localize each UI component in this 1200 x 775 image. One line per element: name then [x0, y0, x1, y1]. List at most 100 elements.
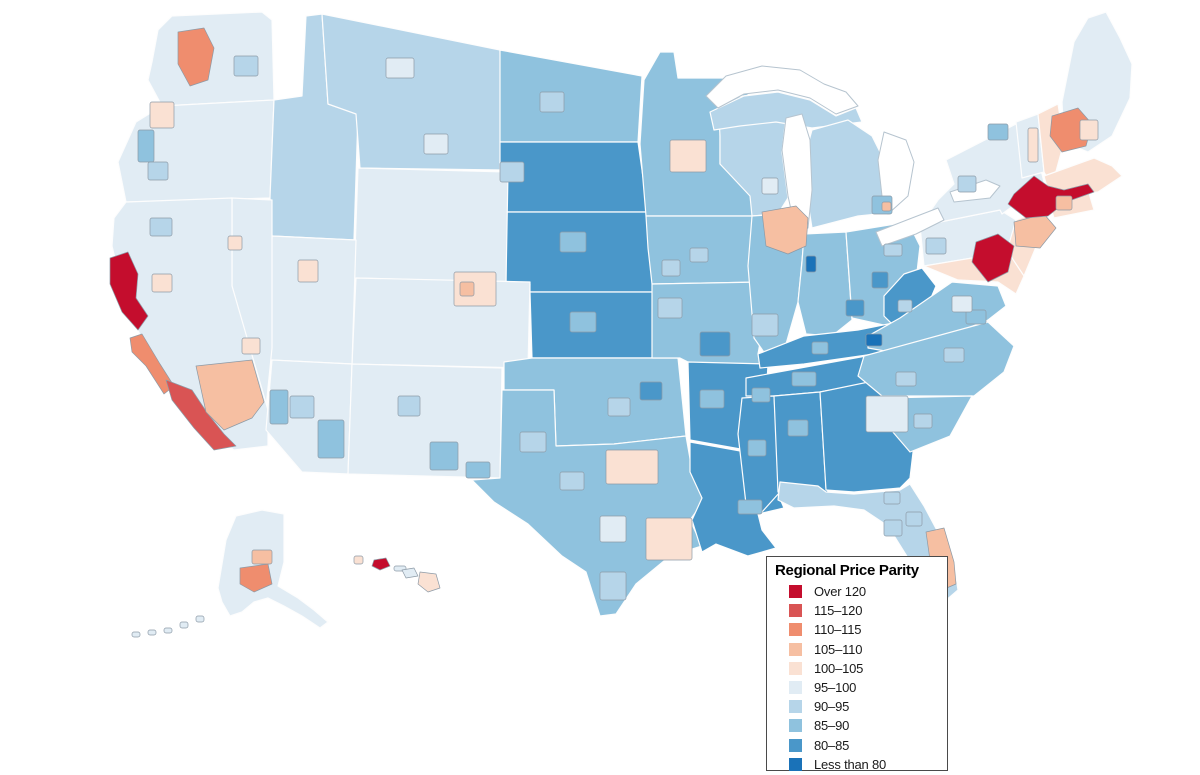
area-south-carolina-patch — [913, 413, 933, 429]
area-tampa — [883, 519, 903, 537]
area-aleutian-2 — [179, 621, 189, 629]
area-atlanta — [865, 395, 909, 433]
legend-item: Less than 80 — [775, 755, 941, 774]
legend-item: 90–95 — [775, 697, 941, 716]
area-aleutian-4 — [147, 629, 157, 636]
area-southern-oregon — [147, 161, 169, 181]
area-denver — [453, 271, 497, 307]
area-kansas-city — [657, 297, 683, 319]
area-inland-empire — [195, 359, 265, 431]
legend-label: 105–110 — [814, 641, 863, 657]
area-eastern-washington — [233, 55, 259, 77]
area-salt-lake-city — [297, 259, 319, 283]
area-vermont-band — [1027, 127, 1039, 163]
area-birmingham — [787, 419, 809, 437]
area-western-ny-patch — [957, 175, 977, 193]
area-willamette-valley — [137, 129, 155, 163]
legend-label: 80–85 — [814, 737, 850, 753]
area-los-angeles-san-diego — [165, 379, 237, 451]
area-houston — [645, 517, 693, 561]
legend-swatch — [789, 700, 802, 714]
legend-label: 85–90 — [814, 718, 850, 734]
area-kansas-patch — [569, 311, 597, 333]
area-montana-patch-1 — [385, 57, 415, 79]
area-west-texas-1 — [519, 431, 547, 453]
legend-title: Regional Price Parity — [775, 562, 919, 579]
area-nebraska-patch — [559, 231, 587, 253]
area-ozarks — [699, 331, 731, 357]
area-hartford — [1055, 195, 1073, 211]
area-boston — [1049, 107, 1093, 153]
area-rapid-city — [499, 161, 525, 183]
legend-swatch — [789, 757, 802, 771]
area-seattle-metro — [177, 27, 215, 87]
state-alaska — [217, 509, 329, 629]
legend-swatch — [789, 585, 802, 599]
state-utah — [269, 235, 357, 365]
area-chicago — [761, 205, 809, 255]
area-east-kentucky-dark — [865, 333, 883, 347]
area-richmond — [951, 295, 973, 313]
area-nashville — [791, 371, 817, 387]
area-st-louis — [751, 313, 779, 337]
area-columbus — [871, 271, 889, 289]
area-phoenix — [289, 395, 315, 419]
legend-swatch — [789, 738, 802, 752]
legend-label: 110–115 — [814, 622, 862, 638]
state-new-mexico — [347, 363, 503, 479]
area-orlando — [905, 511, 923, 527]
area-norfolk — [965, 309, 987, 325]
area-hawaii-island — [417, 571, 441, 593]
area-las-vegas — [241, 337, 261, 355]
area-albuquerque — [397, 395, 421, 417]
lake-erie — [875, 207, 945, 247]
area-washington-dc-metro — [971, 233, 1015, 283]
area-anchorage — [239, 563, 273, 593]
area-west-virginia-patch — [897, 299, 913, 313]
area-fairbanks — [251, 549, 273, 565]
area-kauai — [353, 555, 364, 565]
area-madison — [761, 177, 779, 195]
legend-swatch — [789, 719, 802, 733]
area-detroit-core — [881, 201, 892, 212]
legend-swatch — [789, 623, 802, 637]
area-shasta — [149, 217, 173, 237]
legend-swatch — [789, 604, 802, 618]
lake-michigan — [781, 113, 813, 233]
area-oahu-honolulu — [371, 557, 391, 571]
area-cincinnati — [845, 299, 865, 317]
area-boulder — [459, 281, 475, 297]
legend-item: Over 120 — [775, 582, 941, 601]
legend-label: 95–100 — [814, 680, 857, 696]
area-des-moines — [689, 247, 709, 263]
legend-swatch — [789, 661, 802, 675]
legend-swatch — [789, 642, 802, 656]
legend-swatch — [789, 681, 802, 695]
area-indiana-dark-county — [805, 255, 817, 273]
legend-item: 85–90 — [775, 716, 941, 735]
legend-item: 105–110 — [775, 640, 941, 659]
legend-label: Over 120 — [814, 584, 866, 600]
area-sf-bay-area — [109, 251, 149, 331]
area-reno — [227, 235, 243, 251]
legend-label: 100–105 — [814, 660, 864, 676]
area-dallas-fort-worth — [605, 449, 659, 485]
area-el-paso — [465, 461, 491, 479]
legend-item: 80–85 — [775, 736, 941, 755]
area-tucson — [317, 419, 345, 459]
legend: Regional Price Parity Over 120 115–120 1… — [766, 556, 948, 774]
area-sacramento — [151, 273, 173, 293]
area-arkansas-patch — [699, 389, 725, 409]
state-wyoming — [353, 167, 509, 283]
area-bismarck — [539, 91, 565, 113]
area-jackson-ms — [747, 439, 767, 457]
lake-huron — [877, 131, 915, 215]
area-maine-coast — [1079, 119, 1099, 141]
area-western-arizona — [269, 389, 289, 425]
area-charlotte — [895, 371, 917, 387]
area-west-texas-2 — [559, 471, 585, 491]
area-memphis — [751, 387, 771, 403]
area-cleveland — [883, 243, 903, 257]
area-aleutian-1 — [195, 615, 205, 623]
